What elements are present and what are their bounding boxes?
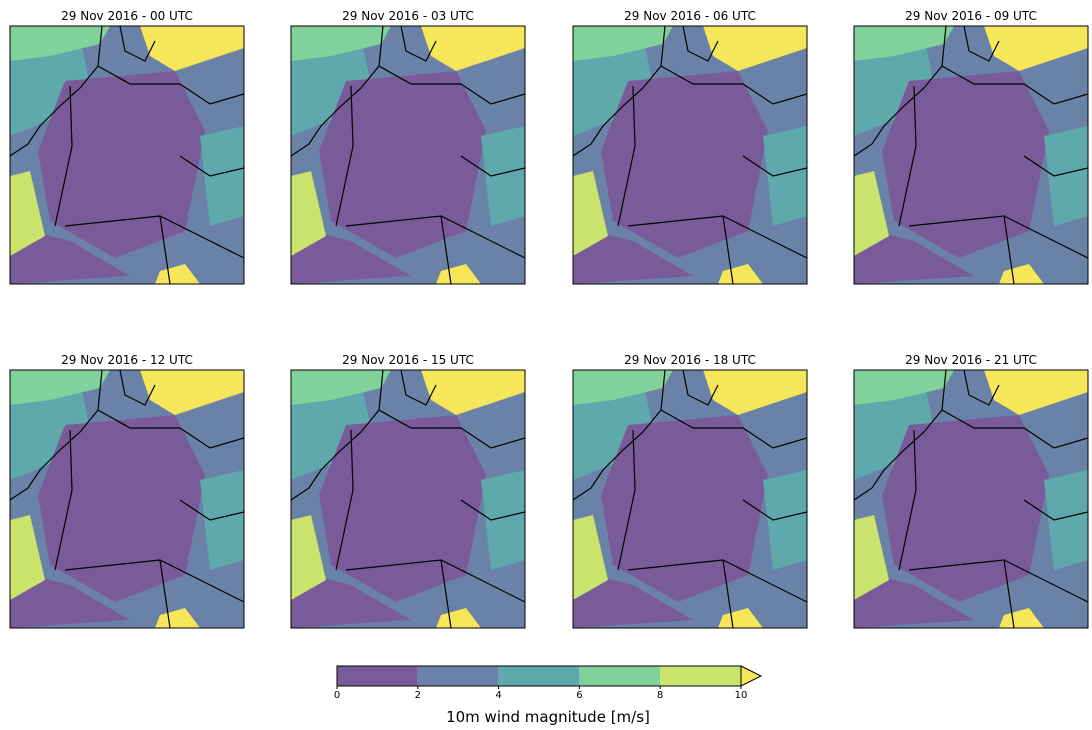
map-panel — [291, 26, 525, 284]
map-panel — [854, 370, 1088, 628]
colorbar-segment — [337, 666, 418, 686]
colorbar-tick-label: 4 — [495, 690, 501, 701]
colorbar-segment — [579, 666, 660, 686]
panel-title: 29 Nov 2016 - 09 UTC — [905, 9, 1037, 23]
panel-title: 29 Nov 2016 - 12 UTC — [61, 353, 193, 367]
colorbar-segment — [660, 666, 741, 686]
panel-title: 29 Nov 2016 - 03 UTC — [342, 9, 474, 23]
map-panel — [10, 370, 244, 628]
map-panel — [573, 370, 807, 628]
panel-title: 29 Nov 2016 - 15 UTC — [342, 353, 474, 367]
colorbar-segment — [418, 666, 499, 686]
colorbar-tick-label: 10 — [735, 690, 748, 701]
colorbar-label: 10m wind magnitude [m/s] — [446, 708, 650, 726]
colorbar-tick-label: 6 — [576, 690, 582, 701]
colorbar-tick-label: 2 — [415, 690, 421, 701]
map-panel — [291, 370, 525, 628]
colorbar-tick-label: 8 — [657, 690, 663, 701]
colorbar-segment — [499, 666, 580, 686]
colorbar-tick-label: 0 — [334, 690, 340, 701]
panel-title: 29 Nov 2016 - 06 UTC — [624, 9, 756, 23]
panel-title: 29 Nov 2016 - 18 UTC — [624, 353, 756, 367]
panel-title: 29 Nov 2016 - 00 UTC — [61, 9, 193, 23]
map-panel — [573, 26, 807, 284]
map-panel — [10, 26, 244, 284]
panel-title: 29 Nov 2016 - 21 UTC — [905, 353, 1037, 367]
map-panel — [854, 26, 1088, 284]
figure: 10m wind magnitude [m/s] 29 Nov 2016 - 0… — [0, 0, 1092, 730]
colorbar-extension — [741, 666, 761, 686]
